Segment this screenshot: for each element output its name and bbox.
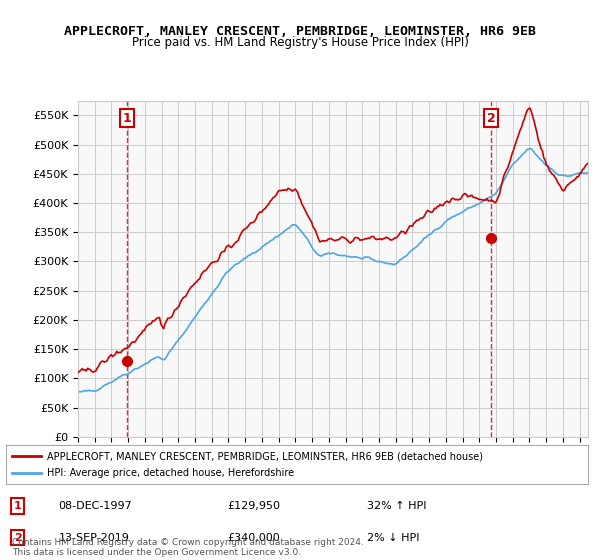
Text: 1: 1 <box>14 501 22 511</box>
Text: 13-SEP-2019: 13-SEP-2019 <box>58 533 129 543</box>
Text: Price paid vs. HM Land Registry's House Price Index (HPI): Price paid vs. HM Land Registry's House … <box>131 36 469 49</box>
Text: £340,000: £340,000 <box>227 533 280 543</box>
Text: 08-DEC-1997: 08-DEC-1997 <box>58 501 132 511</box>
Text: £129,950: £129,950 <box>227 501 280 511</box>
Text: 32% ↑ HPI: 32% ↑ HPI <box>367 501 427 511</box>
Text: APPLECROFT, MANLEY CRESCENT, PEMBRIDGE, LEOMINSTER, HR6 9EB: APPLECROFT, MANLEY CRESCENT, PEMBRIDGE, … <box>64 25 536 38</box>
Text: APPLECROFT, MANLEY CRESCENT, PEMBRIDGE, LEOMINSTER, HR6 9EB (detached house): APPLECROFT, MANLEY CRESCENT, PEMBRIDGE, … <box>47 451 483 461</box>
Text: Contains HM Land Registry data © Crown copyright and database right 2024.
This d: Contains HM Land Registry data © Crown c… <box>12 538 364 557</box>
Text: HPI: Average price, detached house, Herefordshire: HPI: Average price, detached house, Here… <box>47 468 294 478</box>
Text: 2: 2 <box>14 533 22 543</box>
Text: 2% ↓ HPI: 2% ↓ HPI <box>367 533 419 543</box>
Text: 2: 2 <box>487 112 496 125</box>
Text: 1: 1 <box>122 112 131 125</box>
